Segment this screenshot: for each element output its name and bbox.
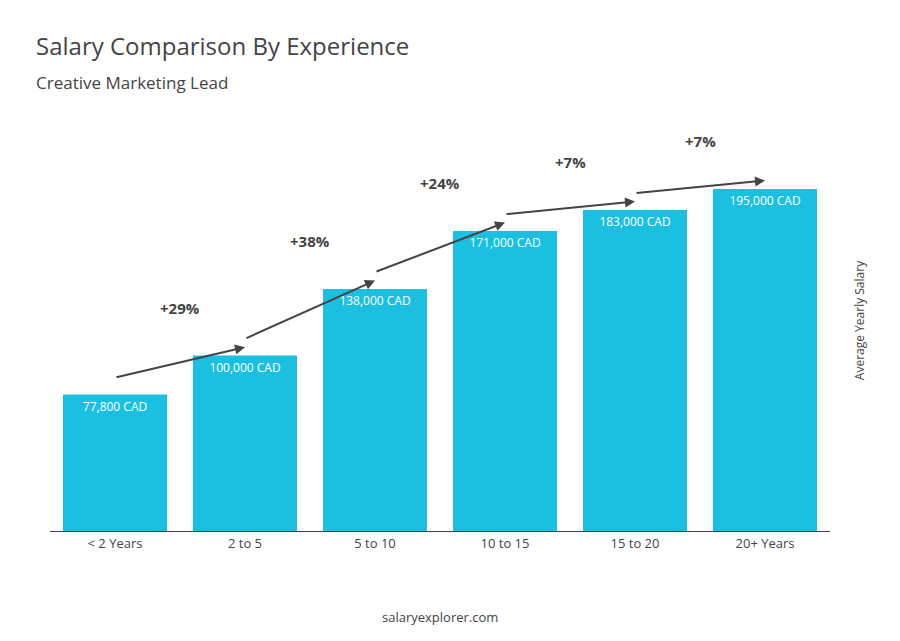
- svg-text:171,000 CAD: 171,000 CAD: [469, 234, 540, 251]
- svg-text:salaryexplorer.com: salaryexplorer.com: [382, 608, 498, 626]
- svg-text:77,800 CAD: 77,800 CAD: [83, 398, 147, 415]
- svg-text:100,000 CAD: 100,000 CAD: [209, 359, 280, 376]
- svg-text:+38%: +38%: [290, 231, 330, 251]
- svg-text:+7%: +7%: [685, 131, 716, 151]
- svg-text:15 to 20: 15 to 20: [611, 534, 660, 552]
- svg-text:+24%: +24%: [420, 173, 460, 193]
- svg-text:138,000 CAD: 138,000 CAD: [339, 292, 410, 309]
- svg-text:183,000 CAD: 183,000 CAD: [599, 213, 670, 230]
- svg-text:10 to 15: 10 to 15: [481, 534, 530, 552]
- svg-text:+7%: +7%: [555, 152, 586, 172]
- svg-text:Creative Marketing Lead: Creative Marketing Lead: [36, 71, 228, 94]
- svg-text:5 to 10: 5 to 10: [354, 534, 396, 552]
- svg-text:Salary Comparison By Experienc: Salary Comparison By Experience: [36, 29, 409, 62]
- svg-text:20+ Years: 20+ Years: [736, 534, 795, 552]
- svg-text:+29%: +29%: [160, 298, 200, 318]
- svg-text:195,000 CAD: 195,000 CAD: [729, 192, 800, 209]
- svg-text:2 to 5: 2 to 5: [228, 534, 262, 552]
- svg-text:Average Yearly Salary: Average Yearly Salary: [851, 260, 868, 380]
- svg-text:< 2 Years: < 2 Years: [88, 534, 143, 552]
